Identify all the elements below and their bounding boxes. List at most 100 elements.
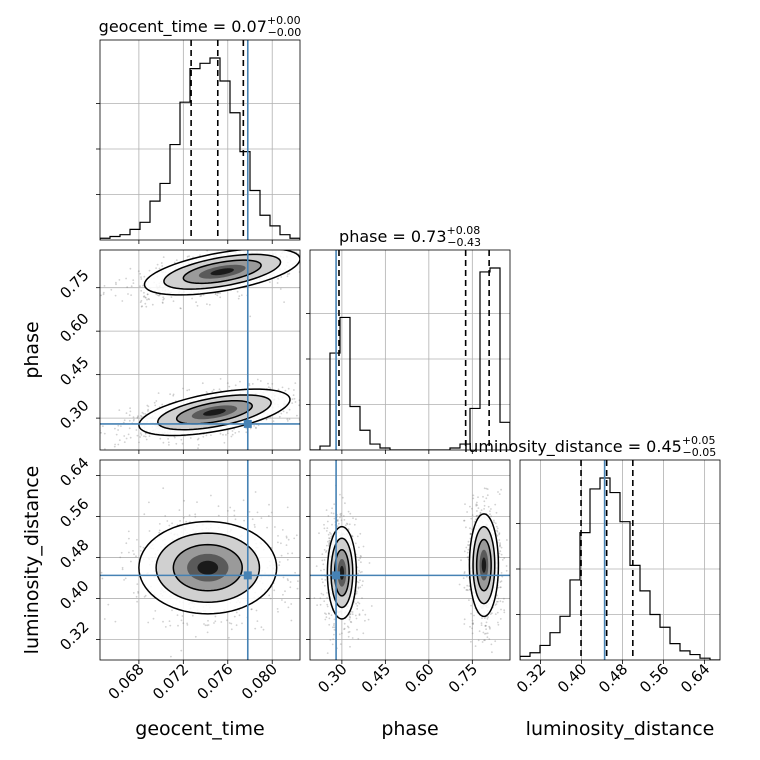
sample-point xyxy=(136,417,139,419)
sample-point xyxy=(147,410,149,412)
title-value: phase = 0.73 xyxy=(339,227,446,246)
sample-point xyxy=(326,603,329,606)
sample-point xyxy=(362,609,364,612)
sample-point xyxy=(188,388,191,391)
sample-point xyxy=(493,519,495,522)
sample-point xyxy=(319,603,322,606)
sample-point xyxy=(140,278,143,280)
density-contents xyxy=(100,245,305,450)
sample-point xyxy=(511,579,513,581)
sample-point xyxy=(281,599,283,601)
sample-point xyxy=(282,410,285,413)
sample-point xyxy=(322,563,325,566)
sample-point xyxy=(329,531,331,534)
sample-point xyxy=(140,434,143,436)
sample-point xyxy=(259,245,261,247)
sample-point xyxy=(337,522,340,525)
sample-point xyxy=(238,248,240,250)
sample-point xyxy=(347,631,350,634)
sample-point xyxy=(127,537,130,540)
density-fill-core xyxy=(481,557,487,573)
sample-point xyxy=(214,293,217,295)
sample-point xyxy=(234,432,237,434)
sample-point xyxy=(498,533,501,536)
sample-point xyxy=(320,569,322,572)
sample-point xyxy=(499,600,502,603)
sample-point xyxy=(466,584,469,587)
x-tick-label-luminosity-distance: 0.32 xyxy=(513,660,549,696)
sample-point xyxy=(470,604,472,607)
sample-point xyxy=(499,581,502,583)
sample-point xyxy=(147,298,150,300)
sample-point xyxy=(303,246,305,248)
sample-point xyxy=(468,588,471,591)
y-tick-label-phase: 0.45 xyxy=(56,353,92,389)
sample-point xyxy=(307,566,309,568)
sample-point xyxy=(475,515,478,517)
sample-point xyxy=(355,591,358,593)
sample-point xyxy=(170,296,173,298)
sample-point xyxy=(349,613,352,615)
sample-point xyxy=(211,390,214,393)
sample-point xyxy=(180,438,183,441)
sample-point xyxy=(276,282,279,284)
histogram-contents xyxy=(100,40,300,240)
sample-point xyxy=(233,509,236,512)
sample-point xyxy=(114,427,116,430)
sample-point xyxy=(486,632,489,635)
sample-point xyxy=(499,618,502,620)
sample-point xyxy=(166,520,169,522)
sample-point xyxy=(349,645,351,648)
sample-point xyxy=(332,626,334,629)
sample-point xyxy=(324,579,327,581)
sample-point xyxy=(135,595,138,598)
sample-point xyxy=(238,614,241,617)
sample-point xyxy=(488,638,491,640)
sample-point xyxy=(161,302,164,304)
y-axis-label-luminosity-distance: luminosity_distance xyxy=(21,466,43,655)
sample-point xyxy=(217,505,220,508)
sample-point xyxy=(155,400,158,402)
sample-point xyxy=(490,515,493,518)
sample-point xyxy=(117,443,120,446)
density-fill-core xyxy=(339,565,345,580)
sample-point xyxy=(348,523,351,526)
sample-point xyxy=(236,290,239,293)
sample-point xyxy=(497,491,499,493)
sample-point xyxy=(243,519,246,522)
sample-point xyxy=(328,613,330,615)
y-tick-label-phase: 0.60 xyxy=(56,309,92,345)
sample-point xyxy=(462,577,465,580)
sample-point xyxy=(499,550,502,553)
sample-point xyxy=(235,624,238,627)
sample-point xyxy=(229,506,232,509)
sample-point xyxy=(496,600,498,603)
sample-point xyxy=(280,542,282,545)
sample-point xyxy=(113,445,116,448)
sample-point xyxy=(289,581,292,583)
x-axis-label-geocent-time: geocent_time xyxy=(135,718,264,740)
sample-point xyxy=(102,293,105,296)
sample-point xyxy=(368,562,371,564)
sample-point xyxy=(119,556,122,559)
sample-point xyxy=(125,542,128,545)
sample-point xyxy=(286,273,289,276)
sample-point xyxy=(248,383,251,385)
sample-point xyxy=(107,603,110,606)
sample-point xyxy=(164,515,167,517)
sample-point xyxy=(229,246,231,248)
sample-point xyxy=(463,586,466,589)
title-upper-error: +0.05 xyxy=(682,434,716,447)
sample-point xyxy=(469,505,471,508)
sample-point xyxy=(471,514,474,517)
sample-point xyxy=(280,554,283,557)
sample-point xyxy=(246,247,248,249)
sample-point xyxy=(471,622,474,625)
sample-point xyxy=(223,441,226,444)
sample-point xyxy=(302,266,304,268)
sample-point xyxy=(505,569,508,572)
sample-point xyxy=(171,522,174,525)
sample-point xyxy=(222,433,224,436)
sample-point xyxy=(233,514,236,517)
y-tick-label-luminosity-distance: 0.32 xyxy=(56,618,92,654)
